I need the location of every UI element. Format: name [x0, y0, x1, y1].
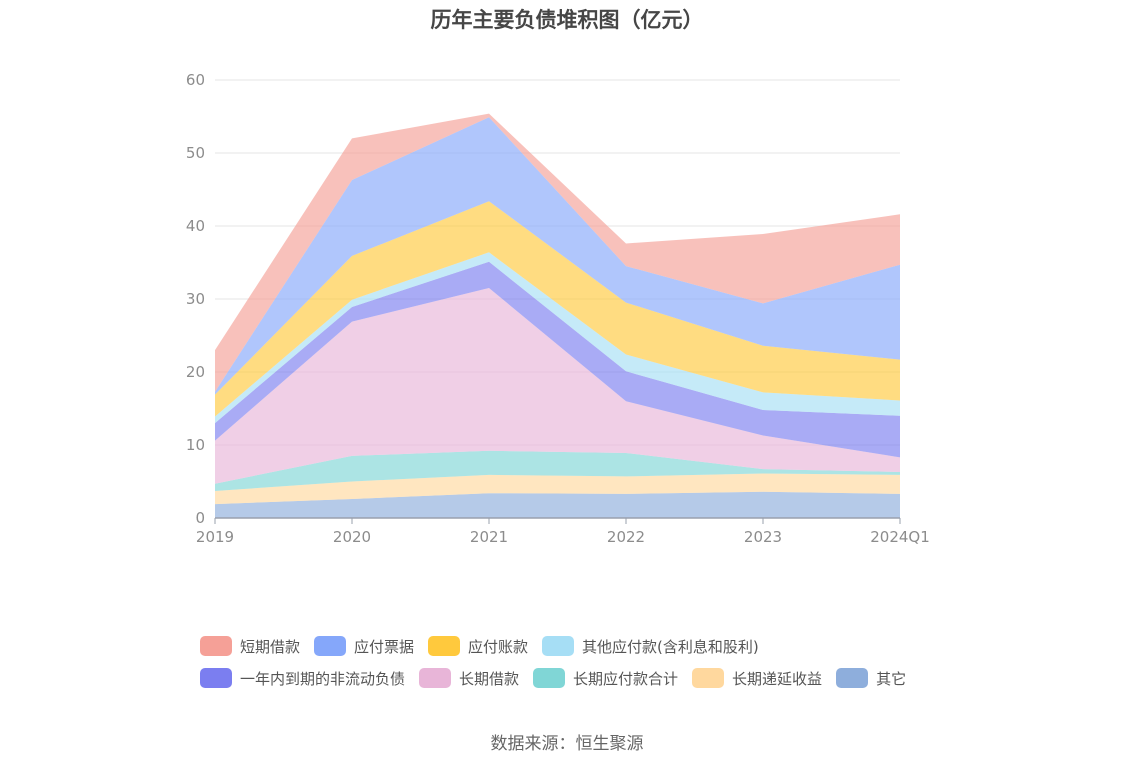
area-series: [215, 473, 900, 505]
x-tick-label: 2023: [744, 528, 782, 546]
legend-item[interactable]: 应付账款: [428, 636, 528, 657]
legend-swatch: [533, 668, 566, 688]
y-tick-label: 20: [186, 363, 205, 381]
legend-swatch: [200, 636, 232, 656]
legend-swatch: [200, 668, 232, 688]
legend-swatch: [419, 668, 452, 688]
area-series: [215, 288, 900, 484]
legend-label: 应付账款: [468, 637, 529, 656]
x-tick-label: 2022: [607, 528, 645, 546]
legend-label: 长期借款: [459, 669, 520, 688]
y-tick-label: 30: [186, 290, 205, 308]
legend-item[interactable]: 长期递延收益: [692, 668, 822, 689]
source-note: 数据来源：恒生聚源: [490, 734, 644, 754]
y-tick-label: 10: [186, 436, 205, 454]
legend: 短期借款 应付票据 应付账款 其他应付款(含利息和股利) 一年内到期的非流动负债 长期借款…: [200, 630, 960, 694]
chart-title: 历年主要负债堆积图（亿元）: [430, 8, 704, 32]
legend-swatch: [692, 668, 725, 688]
area-series: [215, 450, 900, 491]
x-tick-label: 2024Q1: [870, 528, 930, 546]
legend-label: 应付票据: [354, 637, 415, 656]
area-series: [215, 491, 900, 518]
area-series: [215, 201, 900, 417]
legend-item[interactable]: 应付票据: [314, 636, 414, 657]
area-series: [215, 261, 900, 458]
legend-label: 其他应付款(含利息和股利): [582, 637, 759, 656]
legend-item[interactable]: 其它: [836, 668, 906, 689]
legend-item[interactable]: 一年内到期的非流动负债: [200, 668, 405, 689]
legend-swatch: [428, 636, 461, 656]
legend-item[interactable]: 长期借款: [419, 668, 519, 689]
legend-label: 长期应付款合计: [573, 669, 679, 688]
legend-swatch: [314, 636, 347, 656]
x-tick-label: 2020: [333, 528, 371, 546]
legend-item[interactable]: 其他应付款(含利息和股利): [542, 636, 759, 657]
legend-row: 一年内到期的非流动负债 长期借款 长期应付款合计 长期递延收益 其它: [200, 662, 960, 694]
legend-row: 短期借款 应付票据 应付账款 其他应付款(含利息和股利): [200, 630, 960, 662]
y-tick-label: 40: [186, 217, 205, 235]
y-tick-label: 60: [186, 71, 205, 89]
legend-label: 长期递延收益: [732, 669, 823, 688]
area-series-layer: [215, 113, 900, 518]
legend-label: 短期借款: [240, 637, 301, 656]
area-series: [215, 113, 900, 392]
legend-label: 一年内到期的非流动负债: [240, 669, 406, 688]
x-tick-label: 2021: [470, 528, 508, 546]
legend-item[interactable]: 长期应付款合计: [533, 668, 678, 689]
y-tick-label: 50: [186, 144, 205, 162]
area-series: [215, 252, 900, 424]
legend-item[interactable]: 短期借款: [200, 636, 300, 657]
legend-swatch: [836, 668, 869, 688]
area-series: [215, 117, 900, 395]
legend-label: 其它: [876, 669, 907, 688]
axes: 0 10 20 30 40 50 60 2019 2020 2021 2022 2023 2024Q1: [186, 71, 930, 546]
y-tick-label: 0: [195, 509, 205, 527]
legend-swatch: [542, 636, 575, 656]
x-tick-label: 2019: [196, 528, 234, 546]
